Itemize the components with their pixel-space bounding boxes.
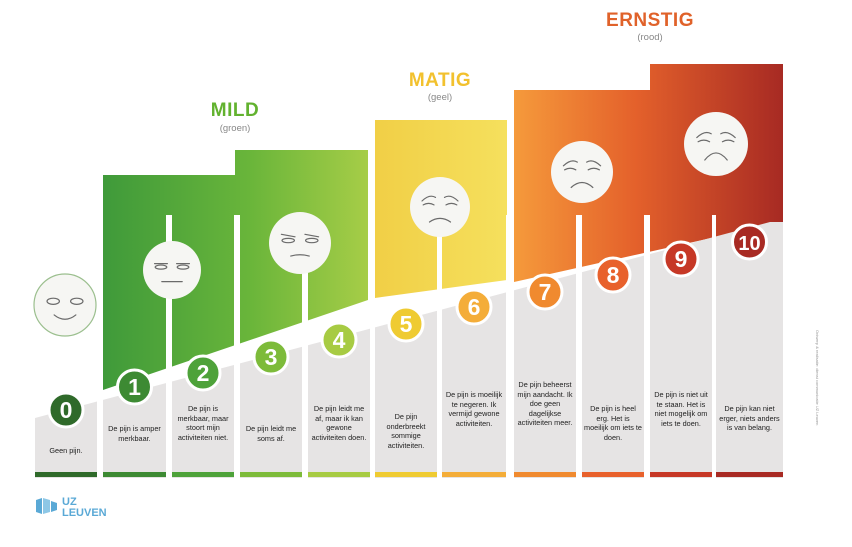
level-circle-3 — [252, 338, 290, 376]
category-title-mild: MILD — [210, 100, 260, 121]
level-circle-2 — [184, 354, 222, 392]
level-bar-5 — [375, 472, 437, 477]
credit-text: Ontwerp & realisatie: dienst communicati… — [815, 330, 820, 426]
level-circle-7 — [526, 273, 564, 311]
column-gap — [644, 215, 650, 480]
level-description-8: De pijn is heel erg. Het is moeilijk om … — [584, 404, 642, 442]
level-description-10: De pijn kan niet erger, niets anders is … — [719, 404, 780, 433]
level-description-6: De pijn is moeilijk te negeren. Ik vermi… — [445, 390, 503, 428]
category-subtitle-ernstig: (rood) — [637, 32, 663, 43]
level-circle-6 — [455, 288, 493, 326]
face-mild-1-icon — [143, 241, 201, 299]
column-gap — [712, 215, 716, 480]
level-bar-10 — [716, 472, 783, 477]
logo-text-uz: UZ — [62, 496, 77, 508]
column-gap — [437, 215, 442, 480]
level-number-7: 7 — [539, 279, 552, 305]
level-description-3: De pijn leidt me soms af. — [245, 424, 297, 443]
level-circle-1 — [116, 368, 153, 406]
level-bar-2 — [172, 472, 234, 477]
level-description-0: Geen pijn. — [49, 446, 83, 455]
level-number-6: 6 — [468, 294, 481, 320]
level-bar-9 — [650, 472, 712, 477]
level-number-4: 4 — [333, 327, 346, 353]
face-moderate-icon — [410, 177, 470, 237]
level-number-2: 2 — [197, 360, 210, 386]
level-bar-4 — [308, 472, 370, 477]
level-number-0: 0 — [60, 397, 73, 423]
category-subtitle-matig: (geel) — [427, 92, 453, 103]
category-title-matig: MATIG — [408, 70, 472, 91]
level-circle-0 — [47, 391, 85, 429]
level-number-10: 10 — [738, 233, 760, 255]
level-circle-10 — [731, 223, 768, 261]
level-number-1: 1 — [128, 374, 141, 400]
column-gap — [97, 215, 103, 480]
level-description-4: De pijn leidt me af, maar ik kan gewone … — [311, 404, 367, 442]
level-description-9: De pijn is niet uit te staan. Het is nie… — [654, 390, 708, 428]
level-bar-7 — [514, 472, 576, 477]
column-gap — [506, 215, 514, 480]
level-number-9: 9 — [675, 246, 688, 272]
face-no-pain-icon — [33, 273, 97, 337]
category-subtitle-mild: (groen) — [219, 123, 251, 134]
level-circle-8 — [594, 256, 632, 294]
level-number-3: 3 — [265, 344, 278, 370]
column-gap — [234, 215, 240, 480]
level-bar-0 — [35, 472, 97, 477]
level-circle-9 — [662, 240, 700, 278]
level-circle-5 — [387, 305, 425, 343]
level-number-8: 8 — [607, 262, 620, 288]
level-description-7: De pijn beheerst mijn aandacht. Ik doe g… — [517, 380, 573, 428]
level-number-5: 5 — [400, 311, 413, 337]
column-gap — [576, 215, 582, 480]
category-title-ernstig: ERNSTIG — [606, 10, 694, 31]
level-bar-1 — [103, 472, 166, 477]
level-description-5: De pijn onderbreekt sommige activiteiten… — [386, 412, 426, 450]
face-severe-1-icon — [551, 141, 613, 203]
level-description-2: De pijn is merkbaar, maar stoort mijn ac… — [177, 404, 229, 442]
scale-base — [35, 222, 783, 478]
level-bar-8 — [582, 472, 644, 477]
logo-text-leuven: LEUVEN — [62, 507, 107, 519]
column-gap — [166, 215, 172, 480]
level-circle-4 — [320, 321, 358, 359]
level-bar-6 — [442, 472, 506, 477]
face-mild-2-icon — [269, 212, 331, 274]
level-description-1: De pijn is amper merkbaar. — [108, 424, 161, 443]
column-gap — [302, 215, 308, 480]
face-severe-2-icon — [684, 112, 748, 176]
column-gap — [370, 215, 375, 480]
uz-leuven-logo-icon — [36, 498, 57, 514]
level-bar-3 — [240, 472, 302, 477]
